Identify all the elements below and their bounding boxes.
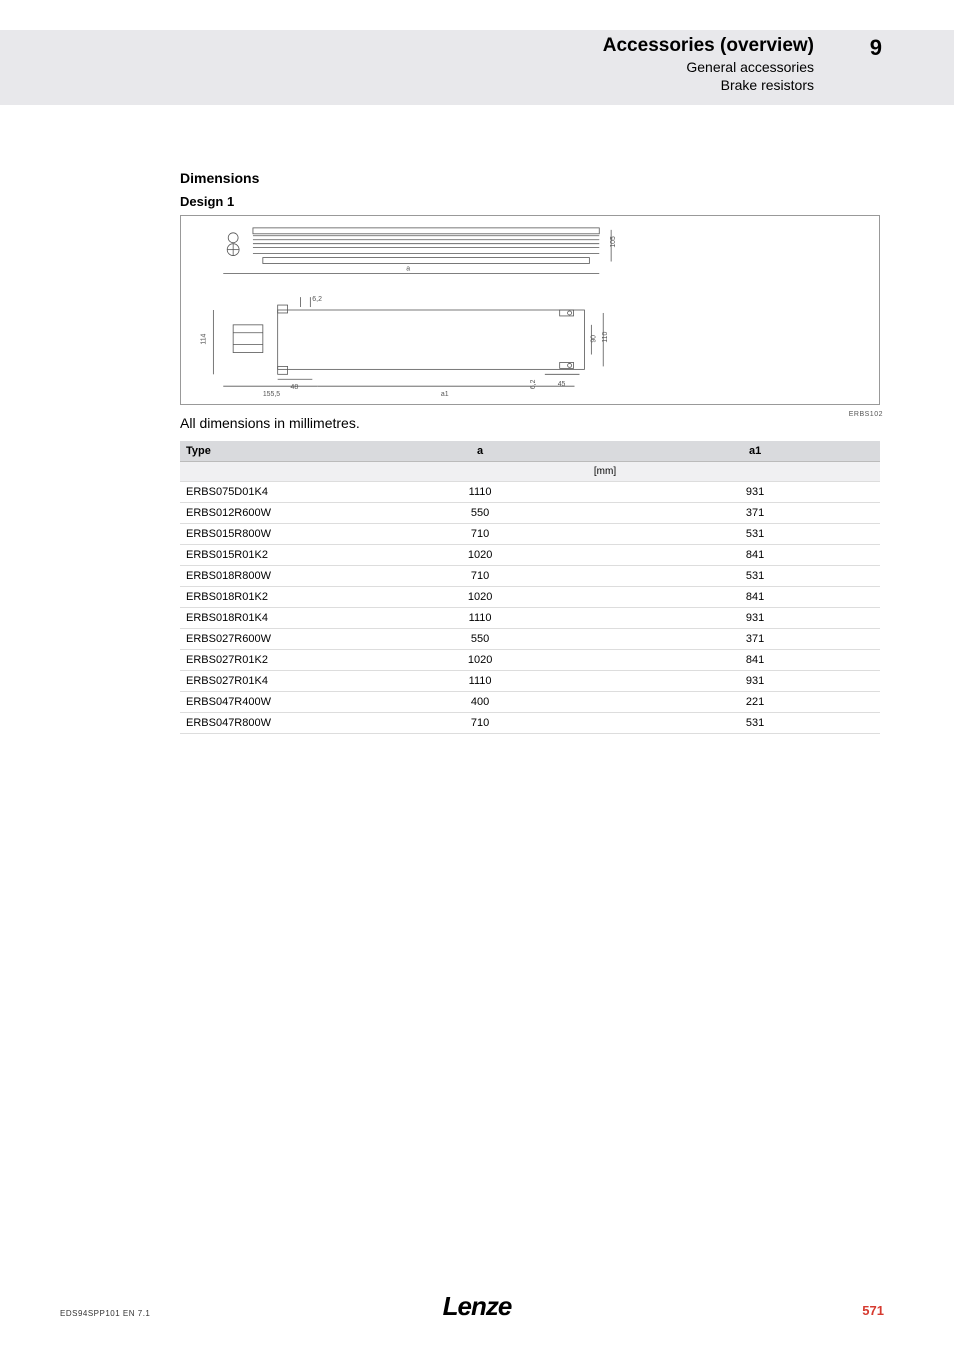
cell-type: ERBS075D01K4 [180, 482, 330, 503]
cell-a1: 371 [630, 629, 880, 650]
unit-mm: [mm] [330, 462, 880, 482]
table-row: ERBS027R01K41110931 [180, 671, 880, 692]
cell-a1: 841 [630, 650, 880, 671]
table-header-row: Type a a1 [180, 441, 880, 462]
footer-logo: Lenze [443, 1291, 512, 1322]
cell-a1: 371 [630, 503, 880, 524]
cell-a1: 531 [630, 524, 880, 545]
dim-155-5: 155,5 [263, 391, 280, 398]
cell-type: ERBS018R800W [180, 566, 330, 587]
table-row: ERBS012R600W550371 [180, 503, 880, 524]
dim-a-label: a [406, 265, 410, 272]
header-subtitle-1: General accessories [603, 59, 814, 75]
cell-a1: 531 [630, 713, 880, 734]
table-row: ERBS018R01K21020841 [180, 587, 880, 608]
cell-a1: 931 [630, 482, 880, 503]
cell-a: 710 [330, 713, 630, 734]
dim-90: 90 [590, 335, 597, 343]
col-type: Type [180, 441, 330, 462]
diagram-code: ERBS102 [849, 411, 883, 418]
dim-48: 48 [291, 384, 299, 391]
cell-a: 550 [330, 629, 630, 650]
dim-a1-label: a1 [441, 391, 449, 398]
cell-a: 1110 [330, 482, 630, 503]
dim-6-2-bottom: 6,2 [530, 379, 537, 389]
dim-114: 114 [200, 333, 207, 344]
table-unit-row: [mm] [180, 462, 880, 482]
cell-a: 710 [330, 524, 630, 545]
content-area: Dimensions Design 1 105 a [180, 170, 880, 734]
header-subtitle-2: Brake resistors [603, 77, 814, 93]
technical-diagram: 105 a 6,2 114 155,5 [180, 215, 880, 405]
cell-type: ERBS027R01K4 [180, 671, 330, 692]
footer-doc-id: EDS94SPP101 EN 7.1 [60, 1309, 150, 1318]
dim-105: 105 [610, 236, 617, 248]
cell-a: 550 [330, 503, 630, 524]
cell-type: ERBS047R800W [180, 713, 330, 734]
cell-a1: 841 [630, 587, 880, 608]
table-row: ERBS047R400W400221 [180, 692, 880, 713]
cell-a1: 931 [630, 671, 880, 692]
page-footer: EDS94SPP101 EN 7.1 Lenze 571 [0, 1292, 954, 1322]
footer-page-number: 571 [862, 1303, 884, 1318]
table-row: ERBS047R800W710531 [180, 713, 880, 734]
design-heading: Design 1 [180, 194, 880, 209]
cell-a1: 931 [630, 608, 880, 629]
cell-type: ERBS015R800W [180, 524, 330, 545]
dimensions-heading: Dimensions [180, 170, 880, 186]
cell-a: 1110 [330, 671, 630, 692]
dimensions-note: All dimensions in millimetres. [180, 415, 880, 431]
cell-a1: 221 [630, 692, 880, 713]
table-row: ERBS015R800W710531 [180, 524, 880, 545]
cell-type: ERBS018R01K2 [180, 587, 330, 608]
table-row: ERBS027R01K21020841 [180, 650, 880, 671]
cell-a1: 531 [630, 566, 880, 587]
cell-a: 1110 [330, 608, 630, 629]
cell-type: ERBS015R01K2 [180, 545, 330, 566]
table-row: ERBS018R01K41110931 [180, 608, 880, 629]
cell-type: ERBS012R600W [180, 503, 330, 524]
cell-type: ERBS018R01K4 [180, 608, 330, 629]
table-row: ERBS027R600W550371 [180, 629, 880, 650]
col-a1: a1 [630, 441, 880, 462]
dimensions-table: Type a a1 [mm] ERBS075D01K41110931ERBS01… [180, 441, 880, 734]
unit-blank [180, 462, 330, 482]
cell-type: ERBS027R01K2 [180, 650, 330, 671]
section-number: 9 [870, 35, 882, 61]
table-row: ERBS075D01K41110931 [180, 482, 880, 503]
header-band: Accessories (overview) General accessori… [0, 30, 954, 105]
header-title: Accessories (overview) [603, 35, 814, 57]
dim-45: 45 [558, 381, 566, 388]
col-a: a [330, 441, 630, 462]
cell-a: 400 [330, 692, 630, 713]
table-row: ERBS015R01K21020841 [180, 545, 880, 566]
cell-type: ERBS027R600W [180, 629, 330, 650]
dim-6-2-top: 6,2 [312, 296, 322, 303]
cell-a: 1020 [330, 545, 630, 566]
cell-a: 1020 [330, 587, 630, 608]
cell-a: 1020 [330, 650, 630, 671]
header-title-block: Accessories (overview) General accessori… [603, 35, 814, 93]
cell-type: ERBS047R400W [180, 692, 330, 713]
cell-a: 710 [330, 566, 630, 587]
cell-a1: 841 [630, 545, 880, 566]
table-row: ERBS018R800W710531 [180, 566, 880, 587]
dim-110: 110 [602, 331, 609, 342]
